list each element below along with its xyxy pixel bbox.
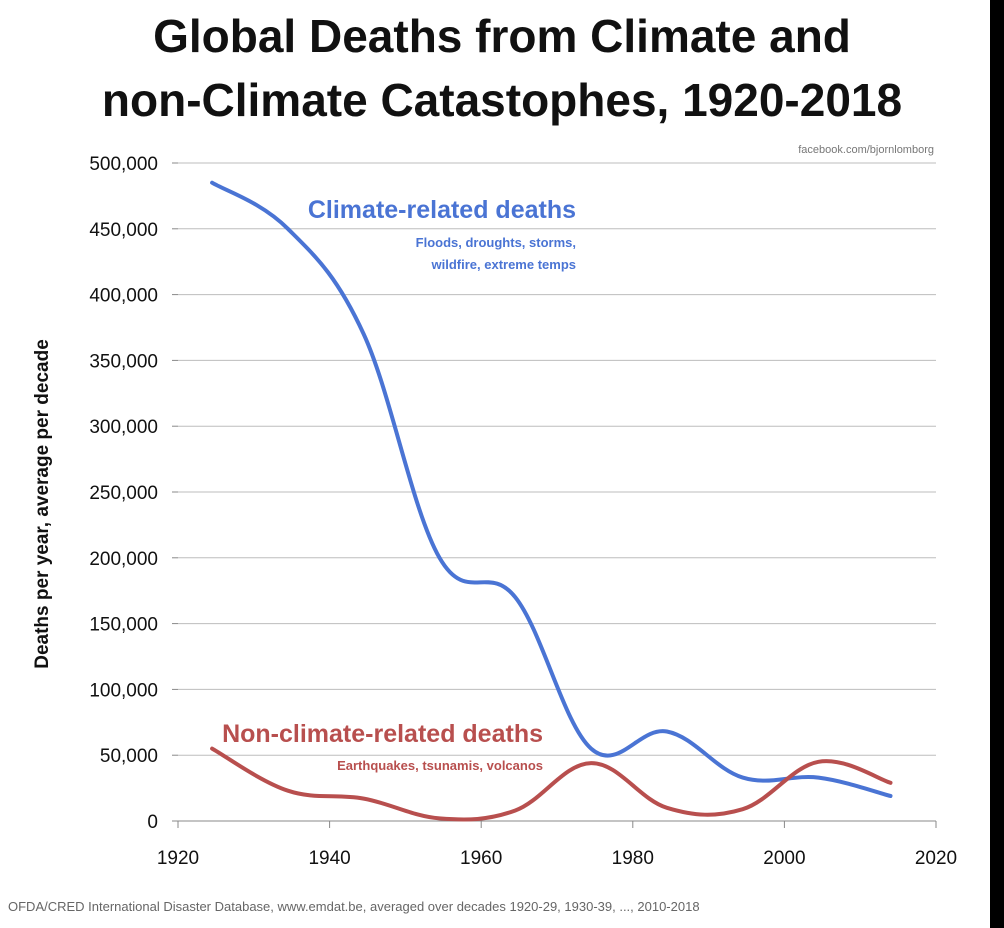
chart-title: Global Deaths from Climate and non-Clima… [0, 4, 1004, 132]
y-tick-label-6: 300,000 [89, 417, 158, 438]
x-tick-label-2: 1960 [460, 848, 502, 869]
y-tick-label-1: 50,000 [100, 746, 158, 767]
climate-series-sublabel-1: wildfire, extreme temps [431, 257, 577, 272]
climate-series-label: Climate-related deaths [308, 196, 576, 224]
climate-series-line [210, 180, 893, 798]
y-tick-label-7: 350,000 [89, 351, 158, 372]
y-tick-label-4: 200,000 [89, 549, 158, 570]
source-note: OFDA/CRED International Disaster Databas… [8, 899, 700, 914]
x-tick-label-4: 2000 [763, 848, 805, 869]
y-tick-label-0: 0 [147, 812, 158, 833]
watermark: facebook.com/bjornlomborg [798, 144, 934, 156]
y-tick-label-5: 250,000 [89, 483, 158, 504]
y-tick-label-9: 450,000 [89, 220, 158, 241]
x-tick-label-3: 1980 [612, 848, 654, 869]
y-tick-label-8: 400,000 [89, 286, 158, 307]
x-tick-label-1: 1940 [308, 848, 350, 869]
non-climate-series-label: Non-climate-related deaths [222, 720, 543, 748]
x-tick-label-0: 1920 [157, 848, 199, 869]
non-climate-series-sublabel-0: Earthquakes, tsunamis, volcanos [337, 758, 543, 773]
non-climate-series-line [210, 746, 893, 822]
y-axis-label: Deaths per year, average per decade [32, 339, 53, 669]
chart-title-line-1: Global Deaths from Climate and [153, 10, 851, 62]
climate-series-sublabel-0: Floods, droughts, storms, [416, 235, 576, 250]
x-tick-label-5: 2020 [915, 848, 957, 869]
y-tick-label-10: 500,000 [89, 154, 158, 175]
y-tick-label-3: 150,000 [89, 615, 158, 636]
y-tick-label-2: 100,000 [89, 680, 158, 701]
chart-title-line-2: non-Climate Catastophes, 1920-2018 [101, 74, 903, 126]
